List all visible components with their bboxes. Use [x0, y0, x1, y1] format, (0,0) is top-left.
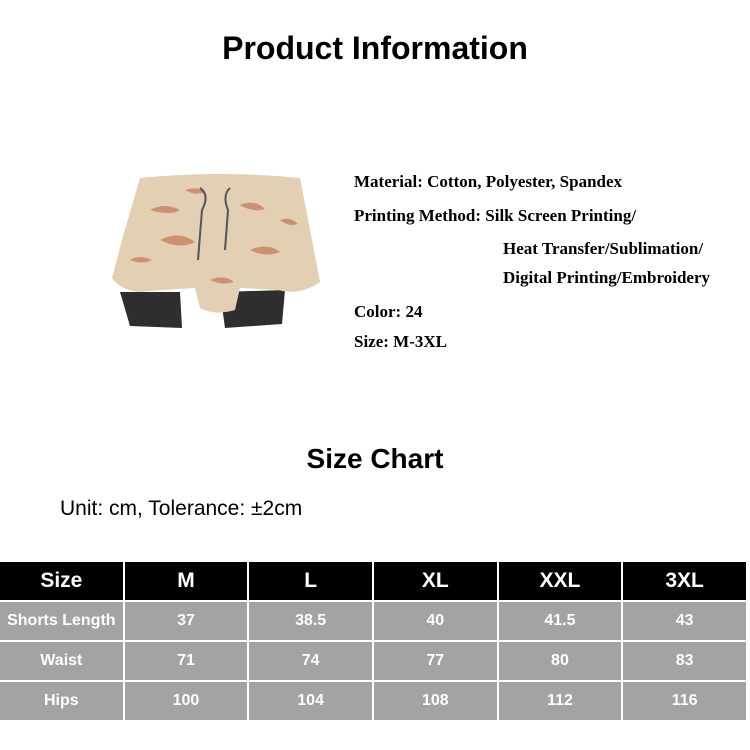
table-cell: 38.5 — [249, 602, 372, 640]
header-cell: XXL — [498, 562, 622, 600]
unit-tolerance-note: Unit: cm, Tolerance: ±2cm — [60, 497, 303, 520]
table-header-row: Size M L XL XXL 3XL — [0, 562, 746, 600]
table-cell: 104 — [249, 682, 372, 720]
printing-method-info: Printing Method: Silk Screen Printing/ — [354, 206, 637, 225]
material-info: Material: Cotton, Polyester, Spandex — [354, 172, 623, 191]
table-cell: 41.5 — [498, 602, 622, 640]
header-cell: XL — [373, 562, 497, 600]
table-row: Waist 71 74 77 80 83 — [0, 642, 746, 680]
table-row: Shorts Length 37 38.5 40 41.5 43 — [0, 602, 746, 640]
header-cell: Size — [0, 562, 123, 600]
size-chart-title: Size Chart — [306, 443, 444, 474]
table-cell: 40 — [373, 602, 497, 640]
color-info: Color: 24 — [354, 302, 423, 321]
camo-shorts-image — [112, 174, 320, 328]
table-row: Hips 100 104 108 112 116 — [0, 682, 746, 720]
table-cell: 83 — [623, 642, 746, 680]
table-cell: 77 — [373, 642, 497, 680]
table-cell: 80 — [498, 642, 622, 680]
header-cell: 3XL — [623, 562, 746, 600]
table-cell: 100 — [124, 682, 248, 720]
header-cell: L — [249, 562, 372, 600]
header-cell: M — [124, 562, 248, 600]
size-chart-table: Size M L XL XXL 3XL Shorts Length 37 38.… — [0, 560, 748, 722]
table-cell: 116 — [623, 682, 746, 720]
printing-method-info-line3: Digital Printing/Embroidery — [503, 268, 710, 287]
page-title: Product Information — [222, 30, 528, 66]
printing-method-info-line2: Heat Transfer/Sublimation/ — [503, 239, 704, 258]
size-info: Size: M-3XL — [354, 332, 448, 351]
table-cell: 74 — [249, 642, 372, 680]
row-label: Shorts Length — [0, 602, 123, 640]
table-cell: 108 — [373, 682, 497, 720]
table-cell: 112 — [498, 682, 622, 720]
row-label: Waist — [0, 642, 123, 680]
table-cell: 43 — [623, 602, 746, 640]
table-cell: 37 — [124, 602, 248, 640]
row-label: Hips — [0, 682, 123, 720]
table-cell: 71 — [124, 642, 248, 680]
